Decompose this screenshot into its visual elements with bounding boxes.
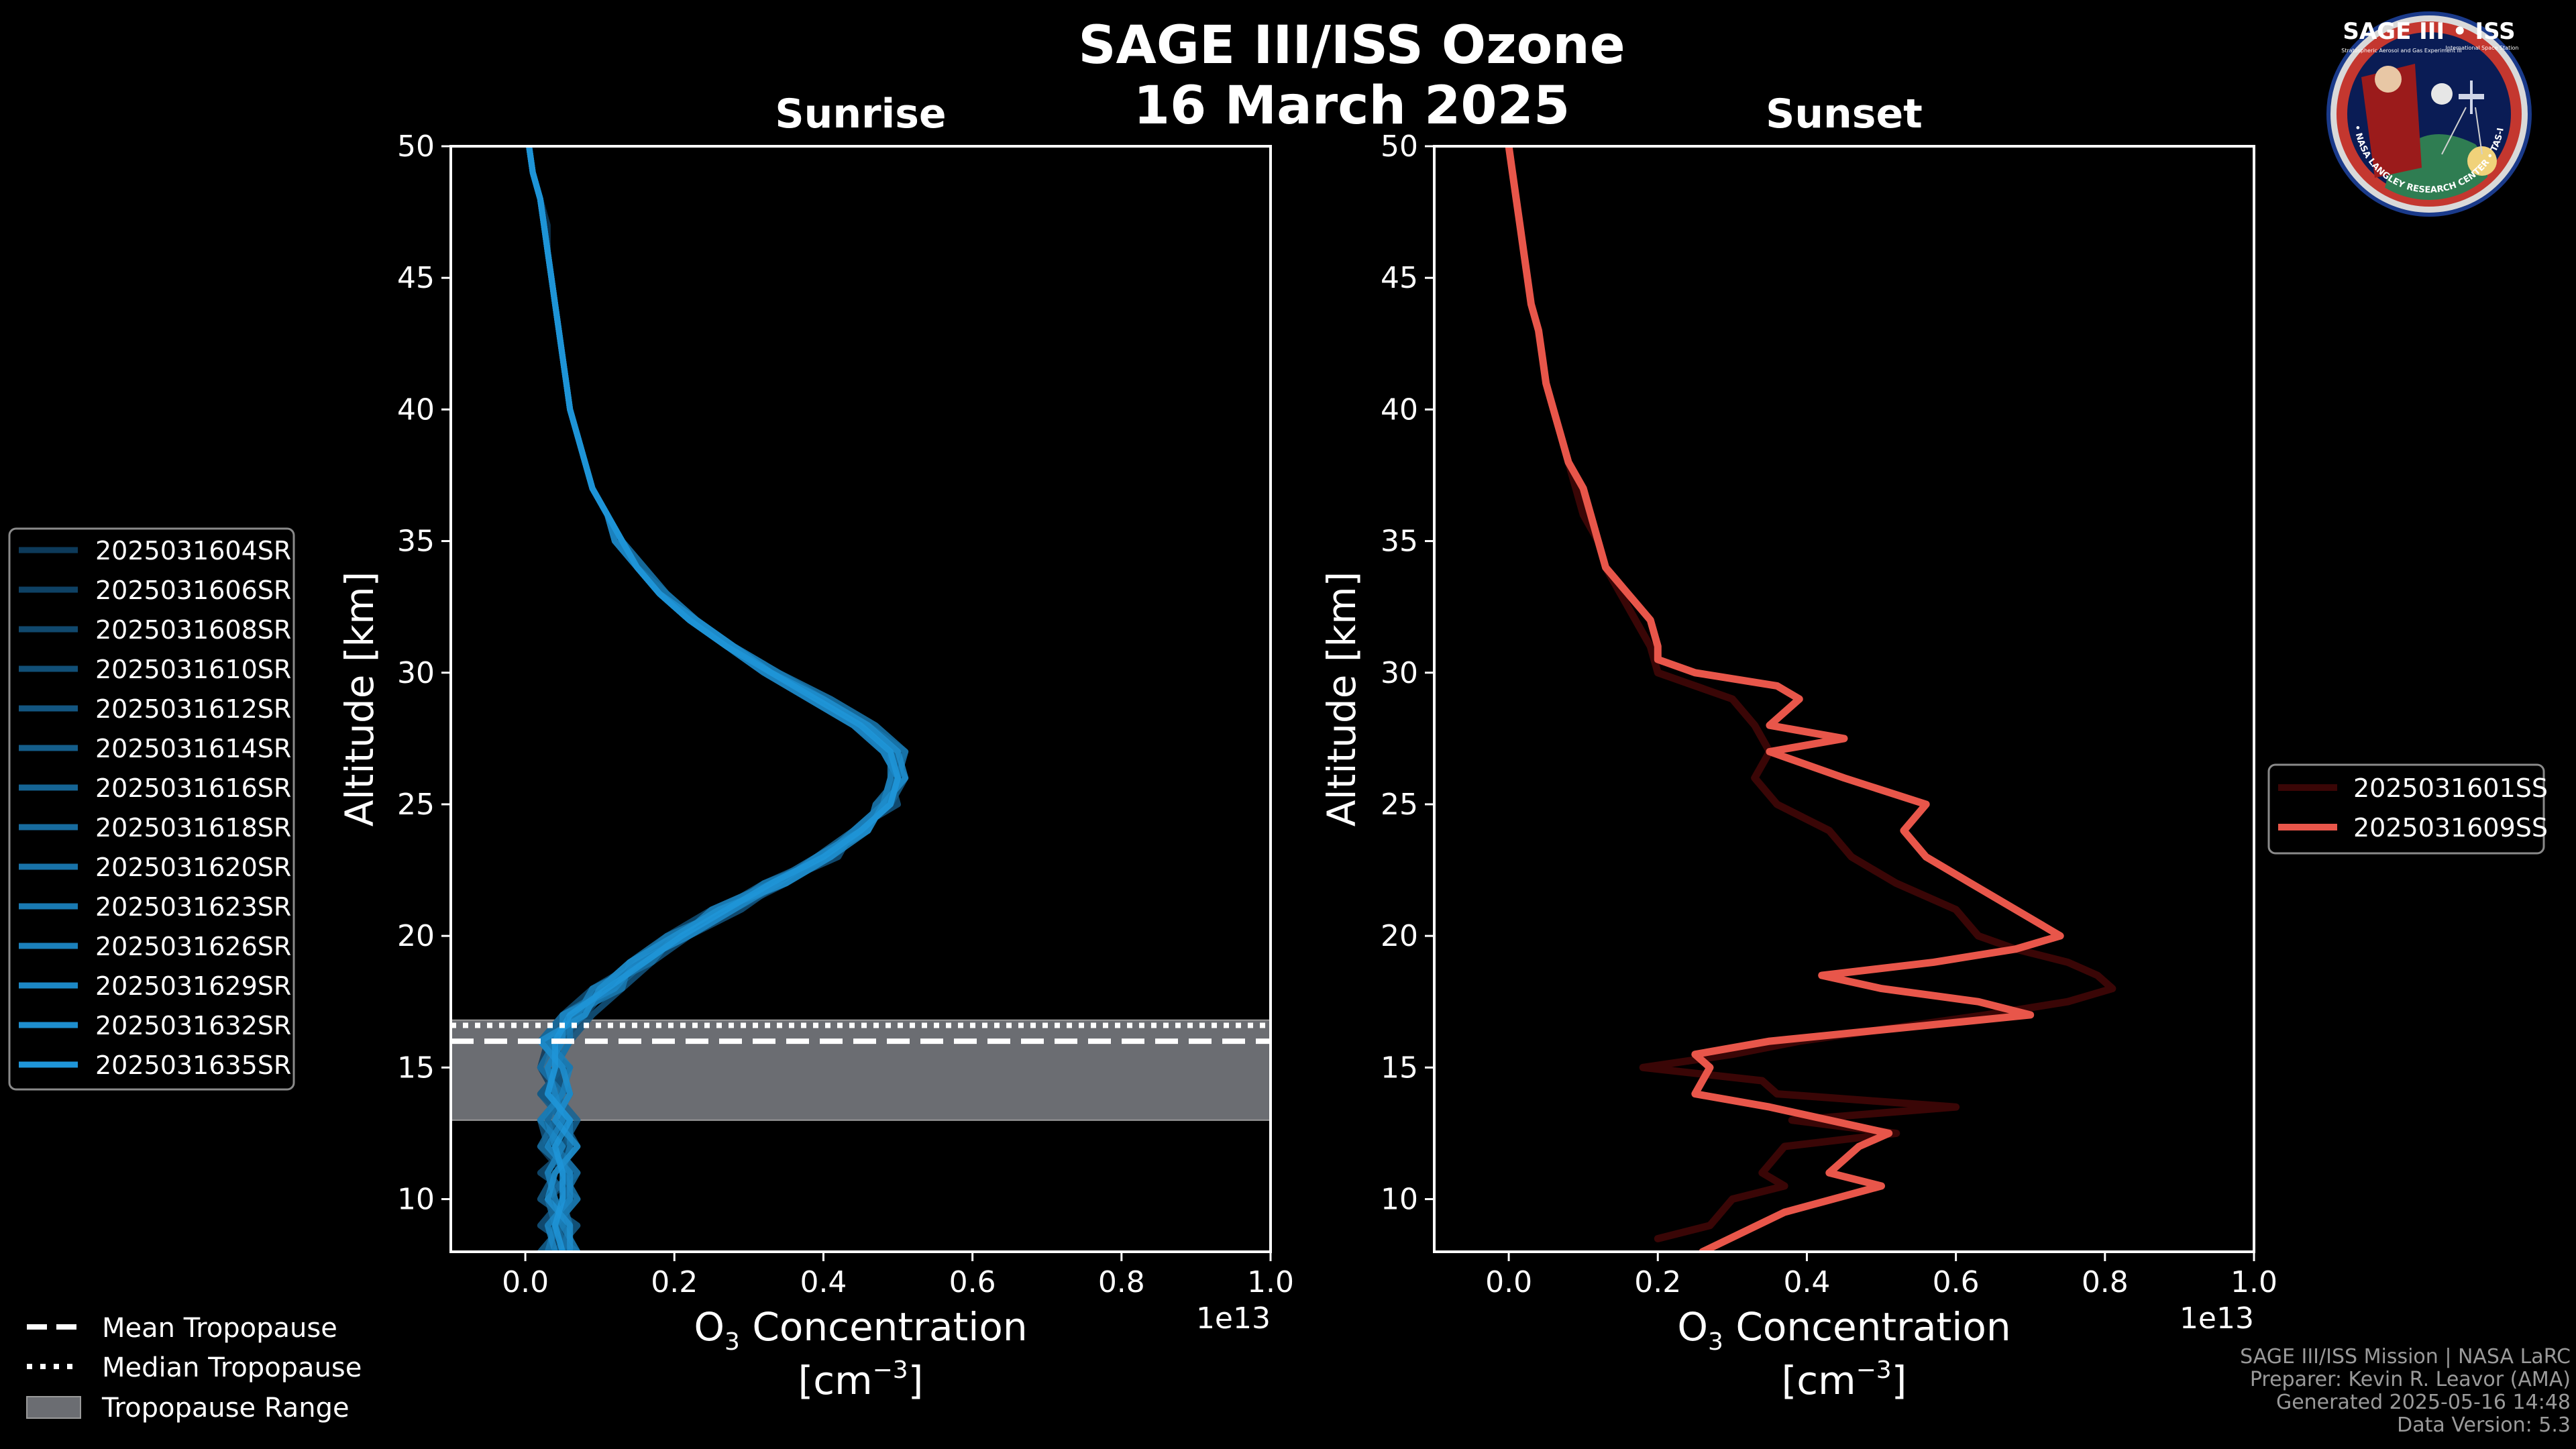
sunset-legend-frame xyxy=(2267,763,2545,855)
sunrise-x-tick-label: 0.6 xyxy=(949,1265,996,1299)
sunrise-legend-label: 2025031626SR xyxy=(95,932,291,961)
sunrise-y-tick-label: 35 xyxy=(397,525,435,559)
sunset-x-tick-label: 0.8 xyxy=(2082,1265,2129,1299)
sunset-y-tick-label: 30 xyxy=(1381,656,1418,690)
sunrise-x-tick-label: 0.8 xyxy=(1098,1265,1145,1299)
footer-preparer: Preparer: Kevin R. Leavor (AMA) xyxy=(2249,1368,2571,1391)
tropopause-range-legend-swatch xyxy=(26,1396,81,1419)
sunset-x-tick-label: 0.6 xyxy=(1933,1265,1980,1299)
sunrise-x-tick-label: 0.0 xyxy=(502,1265,549,1299)
logo-title: SAGE III • ISS xyxy=(2343,18,2515,45)
sunrise-legend-label: 2025031604SR xyxy=(95,536,291,566)
sunset-y-tick-label: 45 xyxy=(1381,261,1418,295)
sunrise-x-unit: [cm−3] xyxy=(798,1356,924,1403)
logo-subtitle-left: Stratospheric Aerosol and Gas Experiment… xyxy=(2341,48,2461,54)
figure-head-icon xyxy=(2375,66,2402,93)
sunset-series-group xyxy=(1505,146,2116,1252)
mean-tropopause-legend-label: Mean Tropopause xyxy=(102,1313,337,1344)
sunset-panel-title: Sunset xyxy=(1766,91,1923,138)
sunrise-x-tick-label: 0.4 xyxy=(800,1265,847,1299)
sunset-x-tick-label: 0.2 xyxy=(1634,1265,1681,1299)
sunrise-y-tick-label: 25 xyxy=(397,788,435,822)
sunset-legend-label: 2025031601SS xyxy=(2353,773,2548,803)
sunset-y-ticks: 10 15 20 25 30 35 40 45 50 xyxy=(1381,129,1434,1217)
sunrise-legend-label: 2025031614SR xyxy=(95,734,291,763)
sunrise-y-tick-label: 10 xyxy=(397,1183,435,1217)
sunrise-legend-label: 2025031610SR xyxy=(95,655,291,684)
footer-credits: SAGE III/ISS Mission | NASA LaRC Prepare… xyxy=(2240,1346,2571,1437)
sunrise-legend-label: 2025031608SR xyxy=(95,615,291,645)
sunrise-y-ticks: 10 15 20 25 30 35 40 45 50 xyxy=(397,129,451,1217)
sunrise-legend-label: 2025031620SR xyxy=(95,853,291,882)
sunrise-y-tick-label: 45 xyxy=(397,261,435,295)
sunset-y-tick-label: 35 xyxy=(1381,525,1418,559)
sunrise-legend-label: 2025031612SR xyxy=(95,694,291,724)
sunrise-x-ticks: 0.0 0.2 0.4 0.6 0.8 1.0 xyxy=(502,1252,1294,1299)
sunrise-x-tick-label: 1.0 xyxy=(1247,1265,1294,1299)
sunrise-legend-label: 2025031632SR xyxy=(95,1011,291,1040)
sunrise-legend: 2025031604SR 2025031606SR 2025031608SR 2025… xyxy=(8,527,295,1091)
figure-date: 16 March 2025 xyxy=(1134,76,1570,136)
sunset-y-tick-label: 50 xyxy=(1381,129,1418,164)
sunset-x-tick-label: 0.0 xyxy=(1485,1265,1532,1299)
tropopause-range-band xyxy=(450,1019,1271,1121)
sunset-legend: 2025031601SS 2025031609SS xyxy=(2267,763,2548,855)
sunset-x-unit: [cm−3] xyxy=(1782,1356,1907,1403)
sunrise-axes-frame xyxy=(449,145,1272,1253)
sunrise-offset-label: 1e13 xyxy=(1196,1301,1271,1336)
sunrise-panel-title: Sunrise xyxy=(775,91,946,138)
sunrise-legend-frame xyxy=(8,527,295,1091)
median-tropopause-legend-label: Median Tropopause xyxy=(102,1352,362,1383)
sunset-y-tick-label: 25 xyxy=(1381,788,1418,822)
sunrise-y-tick-label: 30 xyxy=(397,656,435,690)
sunset-y-tick-label: 10 xyxy=(1381,1183,1418,1217)
sunrise-x-label: O3 Concentration xyxy=(694,1304,1027,1356)
sunrise-y-tick-label: 15 xyxy=(397,1051,435,1085)
sunrise-y-tick-label: 40 xyxy=(397,392,435,427)
sunset-y-tick-label: 20 xyxy=(1381,919,1418,953)
footer-mission: SAGE III/ISS Mission | NASA LaRC xyxy=(2240,1345,2571,1368)
sunset-legend-label: 2025031609SS xyxy=(2353,813,2548,843)
sunset-x-tick-label: 1.0 xyxy=(2231,1265,2277,1299)
sunrise-legend-label: 2025031606SR xyxy=(95,576,291,605)
sunrise-legend-label: 2025031623SR xyxy=(95,892,291,922)
figure-title: SAGE III/ISS Ozone xyxy=(1078,15,1625,76)
sunrise-legend-label: 2025031629SR xyxy=(95,971,291,1001)
footer-generated: Generated 2025-05-16 14:48 xyxy=(2275,1391,2571,1414)
sun-icon xyxy=(2467,146,2497,176)
sunset-axes-frame xyxy=(1433,145,2255,1253)
sunset-x-label: O3 Concentration xyxy=(1677,1304,2010,1356)
tropopause-legend: Mean Tropopause Median Tropopause Tropop… xyxy=(26,1313,362,1424)
sunset-panel: Sunset 0.0 0.2 0.4 0.6 0.8 1.0 10 15 20 25 30 35 40… xyxy=(1319,91,2277,1403)
sunset-y-label: Altitude [km] xyxy=(1319,572,1364,826)
sunrise-panel: Sunrise 0.0 0.2 0.4 0.6 0.8 1.0 10 15 20 25 30 35 4… xyxy=(337,91,1294,1403)
sunrise-series-2025031635SR xyxy=(526,146,901,1252)
sunrise-y-tick-label: 20 xyxy=(397,919,435,953)
sunrise-legend-label: 2025031616SR xyxy=(95,773,291,803)
sunset-x-ticks: 0.0 0.2 0.4 0.6 0.8 1.0 xyxy=(1485,1252,2277,1299)
sunset-offset-label: 1e13 xyxy=(2180,1301,2254,1336)
logo-subtitle-right: International Space Station xyxy=(2446,45,2519,51)
sunrise-series-group xyxy=(526,146,909,1252)
figure-robe-icon xyxy=(2361,64,2422,178)
sunrise-x-tick-label: 0.2 xyxy=(651,1265,698,1299)
sunset-y-tick-label: 15 xyxy=(1381,1051,1418,1085)
sunrise-y-tick-label: 50 xyxy=(397,129,435,164)
moon-icon xyxy=(2431,83,2453,105)
sunset-y-tick-label: 40 xyxy=(1381,392,1418,427)
sunrise-legend-label: 2025031618SR xyxy=(95,813,291,843)
sunrise-y-label: Altitude [km] xyxy=(337,572,382,826)
sunset-series-2025031609SS xyxy=(1505,146,2064,1252)
footer-data-version: Data Version: 5.3 xyxy=(2397,1413,2571,1437)
sunrise-legend-label: 2025031635SR xyxy=(95,1051,291,1080)
tropopause-range-legend-label: Tropopause Range xyxy=(101,1393,350,1424)
sunset-x-tick-label: 0.4 xyxy=(1783,1265,1830,1299)
